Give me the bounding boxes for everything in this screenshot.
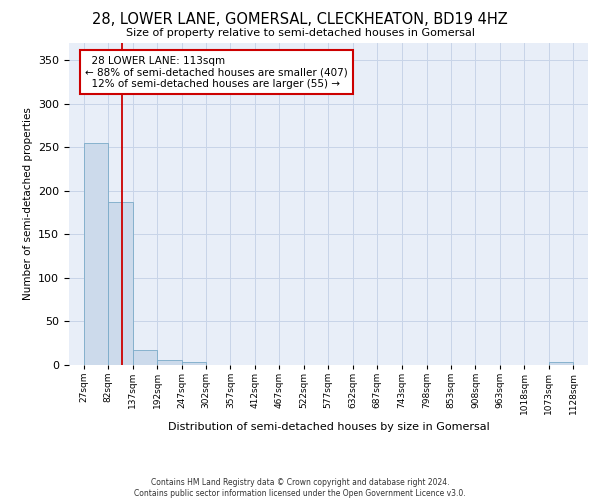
Bar <box>133 350 157 365</box>
Bar <box>83 142 108 365</box>
Bar <box>157 360 182 365</box>
X-axis label: Distribution of semi-detached houses by size in Gomersal: Distribution of semi-detached houses by … <box>167 422 490 432</box>
Y-axis label: Number of semi-detached properties: Number of semi-detached properties <box>23 108 32 300</box>
Bar <box>549 362 574 365</box>
Text: 28 LOWER LANE: 113sqm
← 88% of semi-detached houses are smaller (407)
  12% of s: 28 LOWER LANE: 113sqm ← 88% of semi-deta… <box>85 56 348 89</box>
Bar <box>108 202 133 365</box>
Text: 28, LOWER LANE, GOMERSAL, CLECKHEATON, BD19 4HZ: 28, LOWER LANE, GOMERSAL, CLECKHEATON, B… <box>92 12 508 28</box>
Bar <box>182 362 206 365</box>
Text: Size of property relative to semi-detached houses in Gomersal: Size of property relative to semi-detach… <box>125 28 475 38</box>
Text: Contains HM Land Registry data © Crown copyright and database right 2024.
Contai: Contains HM Land Registry data © Crown c… <box>134 478 466 498</box>
